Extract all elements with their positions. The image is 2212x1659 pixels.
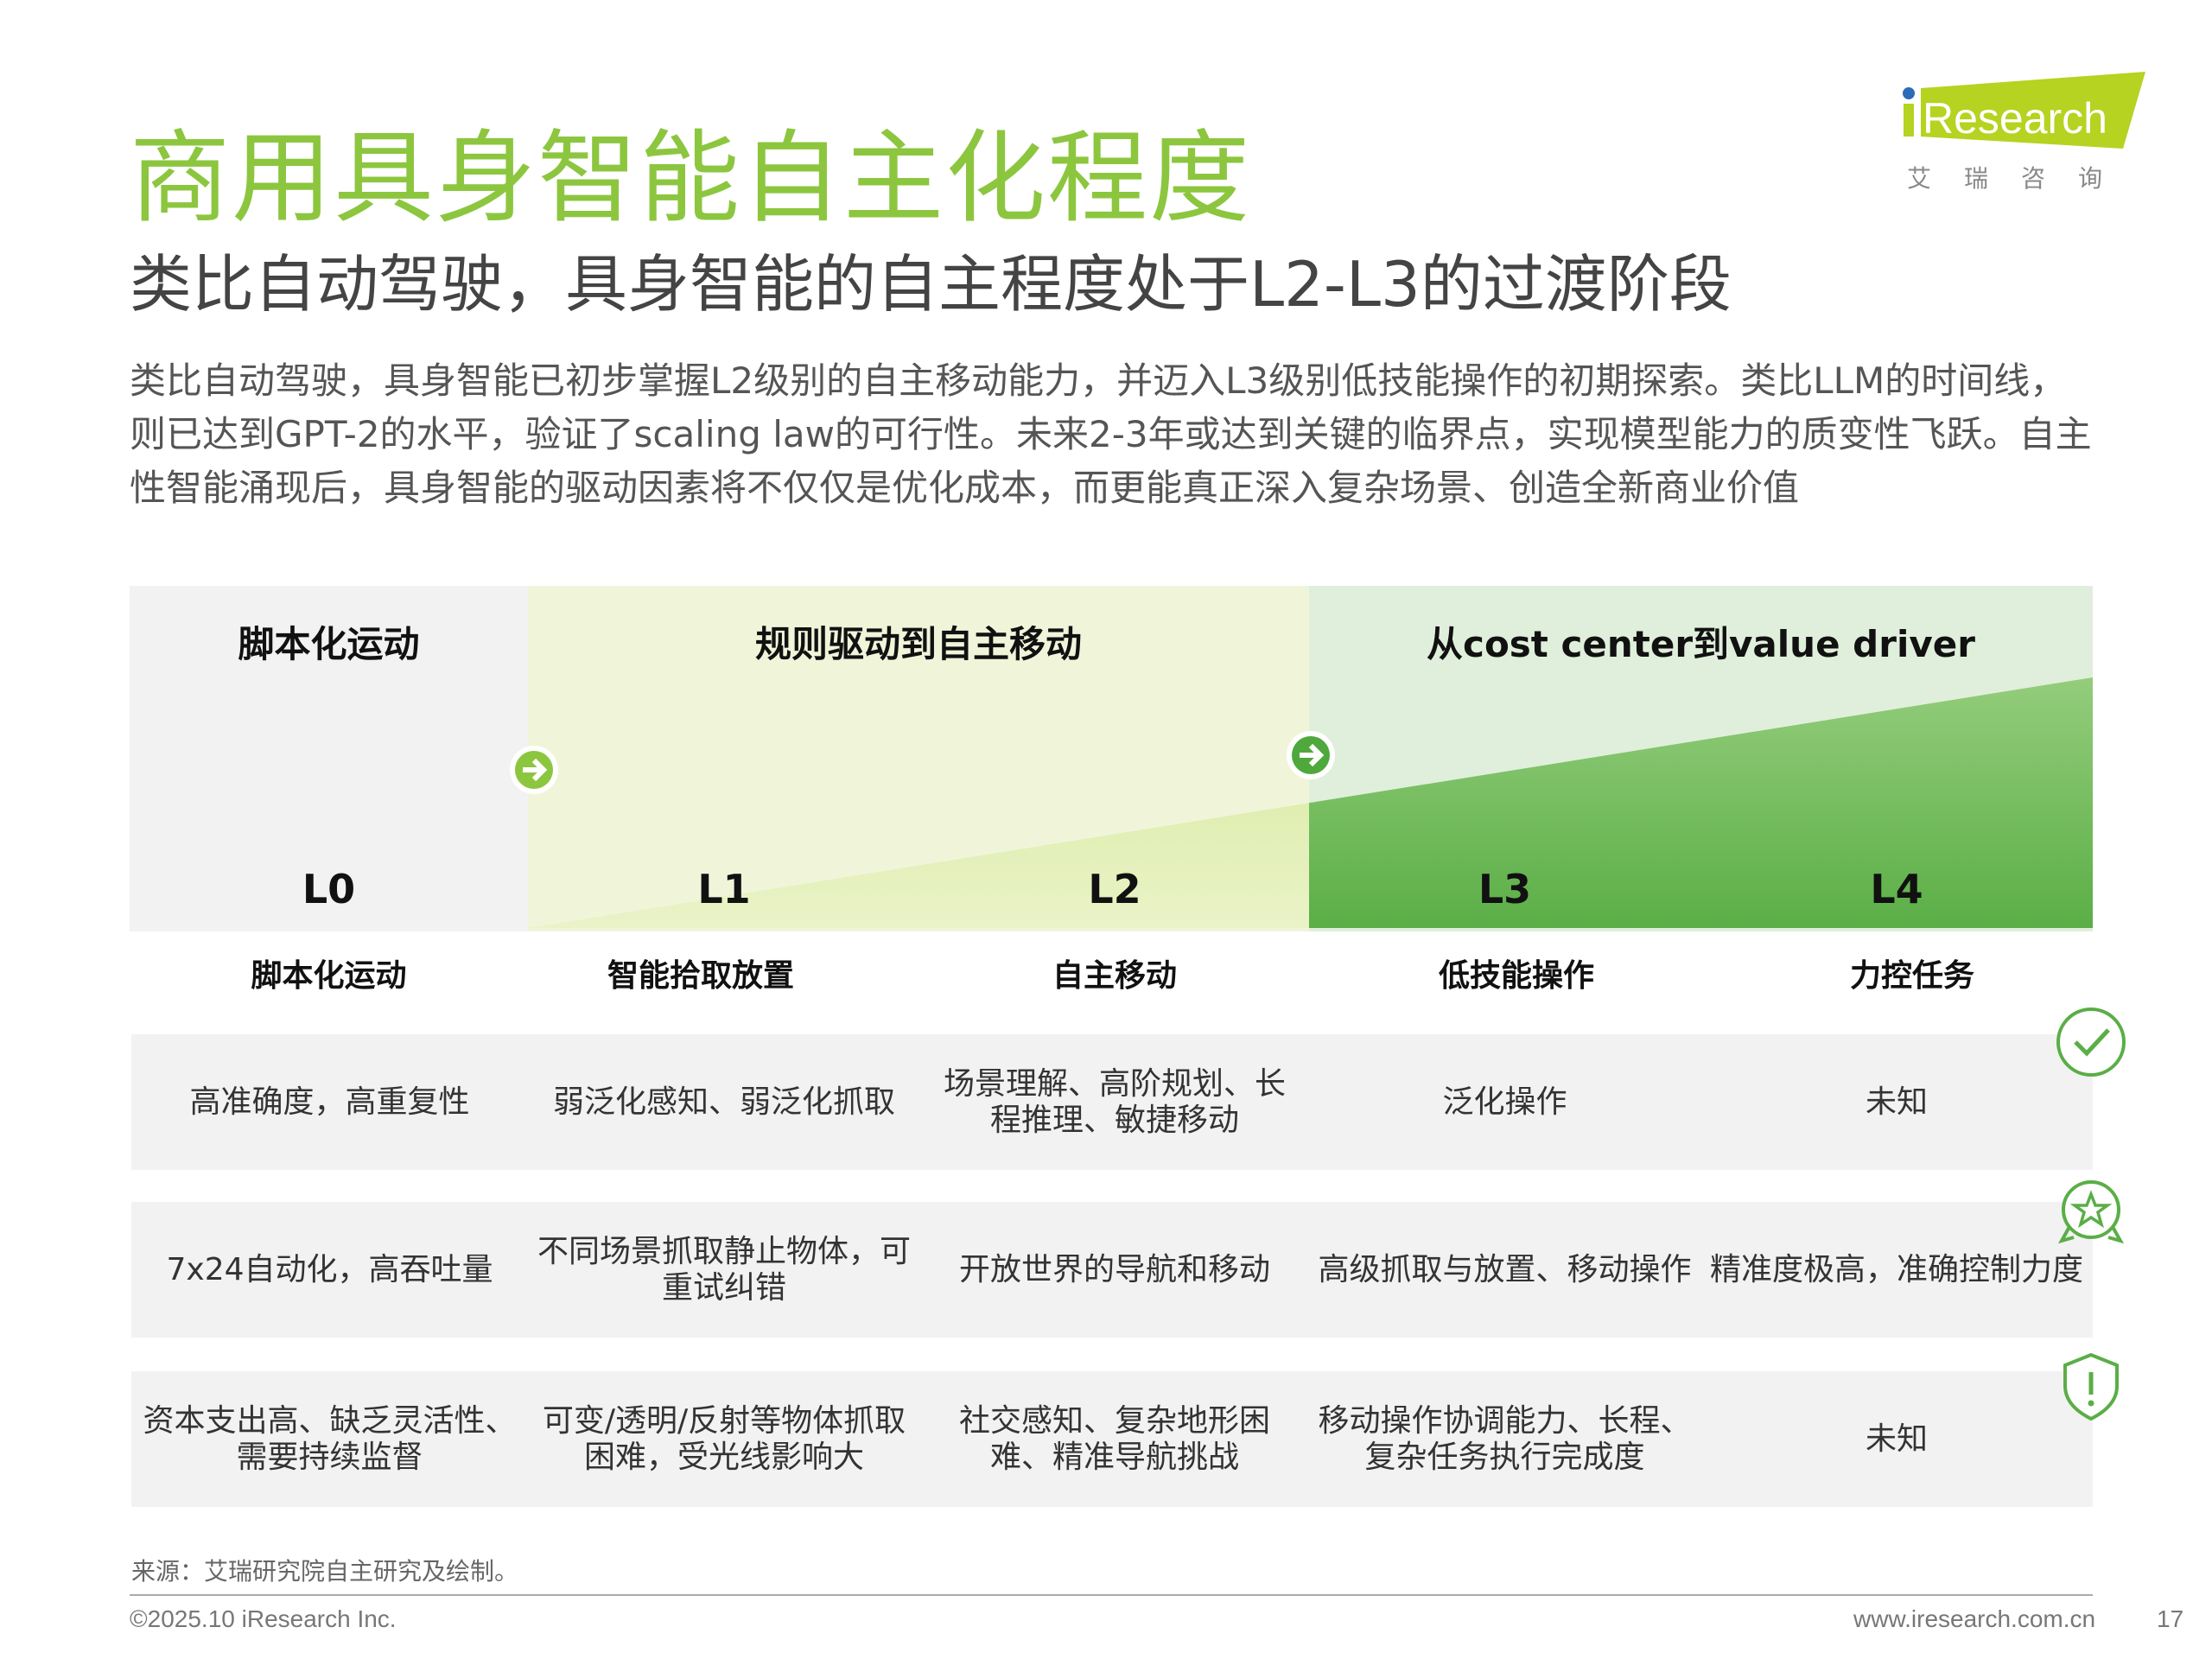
- source-note: 来源：艾瑞研究院自主研究及绘制。: [131, 1557, 519, 1586]
- svg-text:艾瑞咨询: 艾瑞咨询: [1907, 164, 2135, 193]
- star-badge-icon: [2057, 1180, 2125, 1244]
- table-cell: 不同场景抓取静止物体，可重试纠错: [537, 1233, 911, 1306]
- table-cell: 高级抓取与放置、移动操作: [1318, 1251, 1692, 1287]
- level-code: L1: [697, 866, 751, 912]
- level-name: 力控任务: [1849, 958, 1974, 994]
- phase-label: 规则驱动到自主移动: [754, 623, 1082, 665]
- level-code: L2: [1088, 866, 1141, 912]
- table-cell: 社交感知、复杂地形困难、精准导航挑战: [958, 1402, 1270, 1475]
- table-cell: 高准确度，高重复性: [189, 1084, 470, 1120]
- table-row: 资本支出高、缺乏灵活性、需要持续监督 可变/透明/反射等物体抓取困难，受光线影响大…: [131, 1371, 2093, 1507]
- website-link[interactable]: www.iresearch.com.cn: [1853, 1605, 2096, 1632]
- table-cell: 资本支出高、缺乏灵活性、需要持续监督: [143, 1402, 517, 1475]
- level-code: L4: [1870, 866, 1923, 912]
- phase-label: 脚本化运动: [238, 623, 420, 665]
- autonomy-level-diagram: [130, 586, 2093, 931]
- page-title: 商用具身智能自主化程度: [130, 120, 1251, 237]
- check-circle-icon: [2056, 1007, 2126, 1077]
- level-name: 智能拾取放置: [607, 958, 794, 994]
- copyright: ©2025.10 iResearch Inc.: [130, 1605, 397, 1632]
- table-cell: 泛化操作: [1442, 1084, 1567, 1120]
- intro-paragraph: 类比自动驾驶，具身智能已初步掌握L2级别的自主移动能力，并迈入L3级别低技能操作…: [130, 359, 2092, 509]
- level-name: 低技能操作: [1438, 958, 1594, 994]
- table-cell: 未知: [1865, 1084, 1928, 1120]
- page-subtitle: 类比自动驾驶，具身智能的自主程度处于L2-L3的过渡阶段: [130, 248, 1732, 321]
- table-cell: 7x24自动化，高吞吐量: [166, 1251, 493, 1287]
- table-cell: 未知: [1865, 1421, 1928, 1457]
- footer-divider: [130, 1594, 2093, 1596]
- table-cell: 开放世界的导航和移动: [958, 1251, 1270, 1287]
- shield-alert-icon: [2063, 1352, 2119, 1421]
- table-row: 高准确度，高重复性 弱泛化感知、弱泛化抓取 场景理解、高阶规划、长程推理、敏捷移动 泛…: [131, 1034, 2093, 1170]
- phase-label: 从cost center到value driver: [1427, 623, 1975, 665]
- level-name: 自主移动: [1052, 958, 1177, 994]
- arrow-right-icon: [510, 746, 558, 794]
- table-row: 7x24自动化，高吞吐量 不同场景抓取静止物体，可重试纠错 开放世界的导航和移动 高级…: [131, 1202, 2093, 1338]
- arrow-right-icon: [1287, 731, 1335, 779]
- page-number: 17: [2157, 1605, 2184, 1632]
- level-name: 脚本化运动: [251, 958, 407, 994]
- table-cell: 场景理解、高阶规划、长程推理、敏捷移动: [943, 1065, 1286, 1138]
- iresearch-logo: Research 艾瑞咨询: [1903, 72, 2145, 193]
- table-cell: 精准度极高，准确控制力度: [1709, 1251, 2083, 1287]
- level-code: L0: [302, 866, 356, 912]
- table-cell: 弱泛化感知、弱泛化抓取: [552, 1084, 895, 1120]
- svg-text:Research: Research: [1923, 94, 2107, 143]
- table-cell: 移动操作协调能力、长程、复杂任务执行完成度: [1318, 1402, 1692, 1475]
- level-code: L3: [1478, 866, 1532, 912]
- phase-bg-l0: [130, 586, 528, 931]
- table-cell: 可变/透明/反射等物体抓取困难，受光线影响大: [542, 1402, 906, 1475]
